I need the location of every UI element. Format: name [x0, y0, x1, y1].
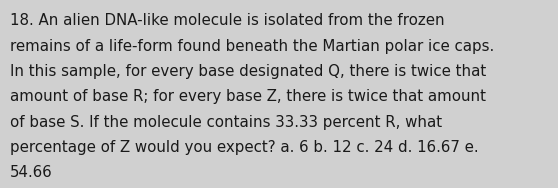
Text: 54.66: 54.66	[10, 165, 53, 180]
Text: percentage of Z would you expect? a. 6 b. 12 c. 24 d. 16.67 e.: percentage of Z would you expect? a. 6 b…	[10, 140, 479, 155]
Text: amount of base R; for every base Z, there is twice that amount: amount of base R; for every base Z, ther…	[10, 89, 486, 104]
Text: 18. An alien DNA-like molecule is isolated from the frozen: 18. An alien DNA-like molecule is isolat…	[10, 13, 445, 28]
Text: remains of a life-form found beneath the Martian polar ice caps.: remains of a life-form found beneath the…	[10, 39, 494, 54]
Text: In this sample, for every base designated Q, there is twice that: In this sample, for every base designate…	[10, 64, 486, 79]
Text: of base S. If the molecule contains 33.33 percent R, what: of base S. If the molecule contains 33.3…	[10, 115, 442, 130]
